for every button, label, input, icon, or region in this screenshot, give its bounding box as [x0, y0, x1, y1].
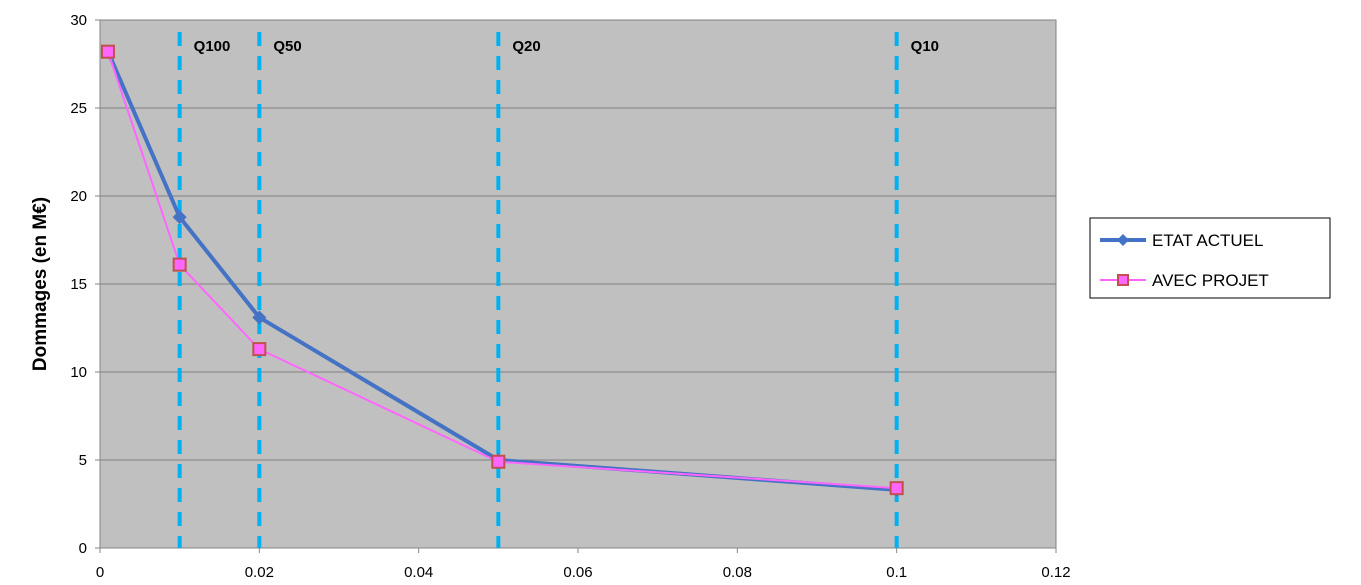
y-tick-label: 30: [70, 12, 87, 29]
reference-label-q100: Q100: [194, 38, 231, 55]
y-tick-label: 20: [70, 188, 87, 205]
legend-label-0: ETAT ACTUEL: [1152, 231, 1263, 250]
y-axis-title: Dommages (en M€): [30, 197, 51, 371]
y-tick-label: 5: [79, 452, 87, 469]
x-tick-label: 0: [96, 564, 104, 581]
legend-label-1: AVEC PROJET: [1152, 271, 1269, 290]
legend-diamond-marker: [1117, 234, 1129, 246]
x-tick-label: 0.02: [245, 564, 274, 581]
legend-square-marker: [1117, 274, 1129, 286]
square-marker: [491, 454, 506, 469]
legend-box: [1089, 217, 1331, 299]
y-tick-label: 0: [79, 540, 87, 557]
y-tick-label: 15: [70, 276, 87, 293]
y-tick-label: 25: [70, 100, 87, 117]
square-marker: [252, 342, 267, 357]
square-marker: [172, 257, 187, 272]
x-tick-label: 0.12: [1041, 564, 1070, 581]
y-tick-label: 10: [70, 364, 87, 381]
x-tick-label: 0.04: [404, 564, 433, 581]
x-tick-label: 0.08: [723, 564, 752, 581]
x-tick-label: 0.1: [886, 564, 907, 581]
reference-label-q20: Q20: [512, 38, 540, 55]
reference-label-q10: Q10: [911, 38, 939, 55]
diamond-marker: [252, 310, 267, 325]
x-tick-label: 0.06: [563, 564, 592, 581]
square-marker: [100, 44, 115, 59]
diamond-marker: [172, 210, 187, 225]
reference-label-q50: Q50: [273, 38, 301, 55]
square-marker: [889, 481, 904, 496]
